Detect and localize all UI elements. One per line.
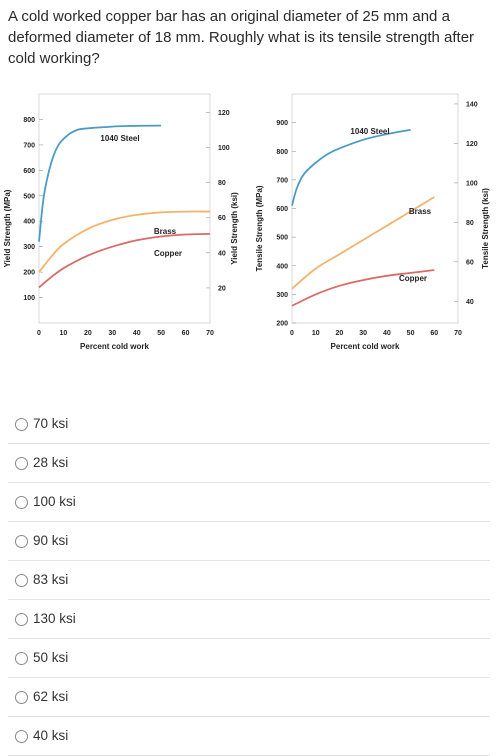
radio-icon[interactable] [15,652,28,665]
radio-icon[interactable] [15,574,28,587]
series-line-2 [38,233,211,289]
plot-frame [38,93,211,324]
y-right-tick-label: 80 [466,220,474,227]
option-6[interactable]: 130 ksi [8,600,490,639]
radio-icon[interactable] [15,730,28,743]
series-line-0 [291,128,411,206]
y-right-tick-label: 60 [218,215,226,222]
y-right-tick-label: 120 [218,110,230,117]
plot-frame [291,93,459,324]
y-tick-label: 300 [23,244,35,251]
x-tick-label: 20 [336,330,344,337]
y-tick-label: 500 [23,193,35,200]
series-label: Brass [154,227,177,236]
x-tick-label: 0 [290,330,294,337]
option-8[interactable]: 62 ksi [8,678,490,717]
radio-icon[interactable] [15,418,28,431]
series-label: 1040 Steel [350,127,389,136]
y-tick-label: 600 [276,206,288,213]
x-tick-label: 60 [430,330,438,337]
x-tick-label: 50 [407,330,415,337]
y-tick-label: 200 [276,321,288,328]
option-7[interactable]: 50 ksi [8,639,490,678]
y-tick-label: 400 [276,263,288,270]
x-tick-label: 20 [84,330,92,337]
y-tick-label: 800 [23,117,35,124]
series-label: Copper [154,249,182,258]
y-right-tick-label: 120 [466,141,478,148]
series-label: Copper [399,274,427,283]
x-tick-label: 30 [359,330,367,337]
series-line-1 [38,210,211,273]
y-tick-label: 500 [276,235,288,242]
y-tick-label: 700 [276,177,288,184]
option-4[interactable]: 90 ksi [8,522,490,561]
option-label: 83 ksi [33,572,69,587]
y-tick-label: 800 [276,149,288,156]
x-tick-label: 60 [182,330,190,337]
y-tick-label: 300 [276,292,288,299]
option-5[interactable]: 83 ksi [8,561,490,600]
option-label: 50 ksi [33,650,69,665]
option-label: 100 ksi [33,494,76,509]
cold-work-figure: 100 200 300 400 500 600 700 800 0 10 20 30 40 50 60 70 2… [0,86,504,356]
x-tick-label: 40 [383,330,391,337]
option-label: 62 ksi [33,689,69,704]
y-axis-title-right: Tensile Strength (ksi) [481,188,490,269]
x-tick-label: 30 [108,330,116,337]
option-label: 70 ksi [33,416,69,431]
radio-icon[interactable] [15,691,28,704]
x-tick-label: 70 [454,330,462,337]
x-tick-label: 50 [157,330,165,337]
x-tick-label: 10 [60,330,68,337]
radio-icon[interactable] [15,496,28,509]
y-right-tick-label: 40 [218,250,226,257]
y-tick-label: 200 [23,270,35,277]
x-tick-label: 0 [37,330,41,337]
question-text: A cold worked copper bar has an original… [8,8,475,67]
y-tick-label: 600 [23,168,35,175]
option-9[interactable]: 40 ksi [8,717,490,756]
series-line-0 [38,124,162,242]
x-axis-title: Percent cold work [331,342,400,351]
x-tick-label: 10 [312,330,320,337]
x-axis-title: Percent cold work [80,342,149,351]
option-label: 130 ksi [33,611,76,626]
y-axis-title: Tensile Strength (MPa) [255,185,264,271]
option-label: 90 ksi [33,533,69,548]
y-right-tick-label: 140 [466,101,478,108]
y-axis-title: Yield Strength (MPa) [3,189,12,267]
radio-icon[interactable] [15,613,28,626]
series-label: 1040 Steel [100,134,139,143]
x-tick-label: 70 [206,330,214,337]
answer-options: 70 ksi 28 ksi 100 ksi 90 ksi 83 ksi 130 … [0,405,504,756]
y-right-tick-label: 40 [466,299,474,306]
y-tick-label: 700 [23,142,35,149]
option-3[interactable]: 100 ksi [8,483,490,522]
series-line-1 [291,196,435,290]
x-tick-label: 40 [133,330,141,337]
y-right-tick-label: 100 [218,145,230,152]
series-label: Brass [409,207,432,216]
y-tick-label: 100 [23,295,35,302]
y-tick-label: 400 [23,219,35,226]
y-right-tick-label: 60 [466,259,474,266]
option-label: 28 ksi [33,455,69,470]
radio-icon[interactable] [15,535,28,548]
y-axis-title-right: Yield Strength (ksi) [230,192,239,265]
y-right-tick-label: 20 [218,285,226,292]
option-2[interactable]: 28 ksi [8,444,490,483]
radio-icon[interactable] [15,457,28,470]
option-label: 40 ksi [33,728,69,743]
y-right-tick-label: 100 [466,180,478,187]
y-right-tick-label: 80 [218,180,226,187]
option-1[interactable]: 70 ksi [8,405,490,444]
y-tick-label: 900 [276,120,288,127]
series-line-2 [291,269,435,307]
